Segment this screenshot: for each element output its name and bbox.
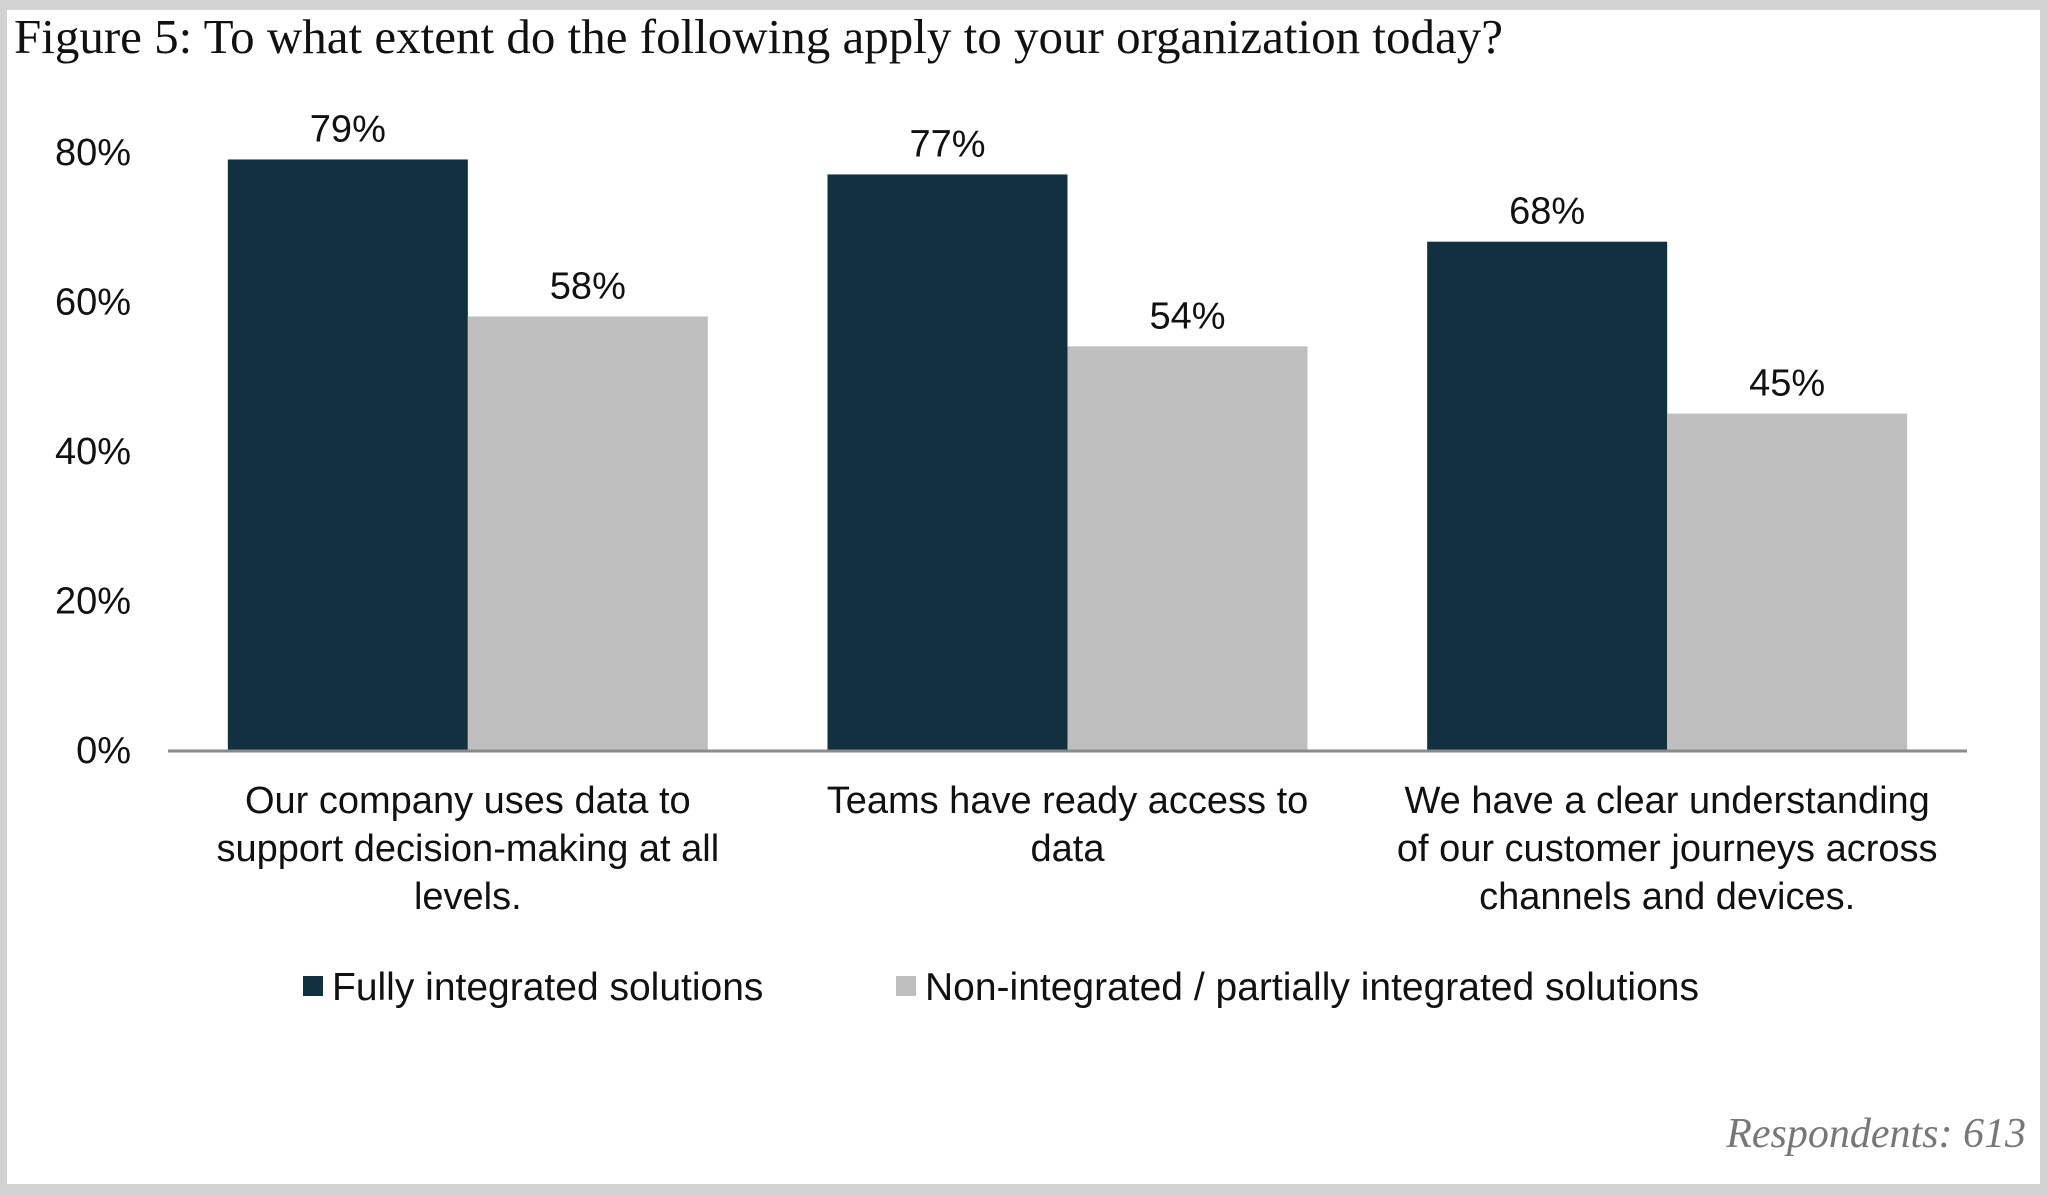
legend-swatch (303, 976, 323, 996)
bar (227, 159, 468, 751)
category-label: levels. (414, 876, 522, 918)
category-label: Our company uses data to (245, 780, 691, 822)
data-label: 58% (550, 265, 626, 307)
category-label: channels and devices. (1479, 876, 1855, 918)
data-label: 68% (1509, 191, 1585, 233)
chart-title: Figure 5: To what extent do the followin… (14, 9, 1503, 64)
data-label: 54% (1149, 295, 1225, 337)
data-label: 45% (1749, 363, 1825, 405)
category-label: support decision-making at all (216, 828, 719, 870)
category-label: of our customer journeys across (1397, 828, 1938, 870)
category-label: We have a clear understanding (1405, 780, 1930, 822)
data-label: 79% (310, 108, 386, 150)
y-tick-label: 80% (55, 132, 131, 174)
respondents-note: Respondents: 613 (1726, 1111, 2026, 1157)
y-tick-label: 60% (55, 282, 131, 324)
category-label: Teams have ready access to (827, 780, 1309, 822)
y-tick-label: 40% (55, 431, 131, 473)
category-label: data (1031, 828, 1106, 870)
bar (467, 316, 708, 750)
data-label: 77% (909, 123, 985, 165)
legend-label: Non-integrated / partially integrated so… (925, 966, 1699, 1009)
y-tick-label: 20% (55, 581, 131, 623)
legend-label: Fully integrated solutions (332, 966, 763, 1009)
y-tick-label: 0% (76, 730, 131, 772)
bar (1667, 413, 1908, 750)
bar (1067, 346, 1308, 750)
bar (1427, 241, 1668, 750)
legend-swatch (896, 976, 916, 996)
bar (827, 174, 1068, 751)
